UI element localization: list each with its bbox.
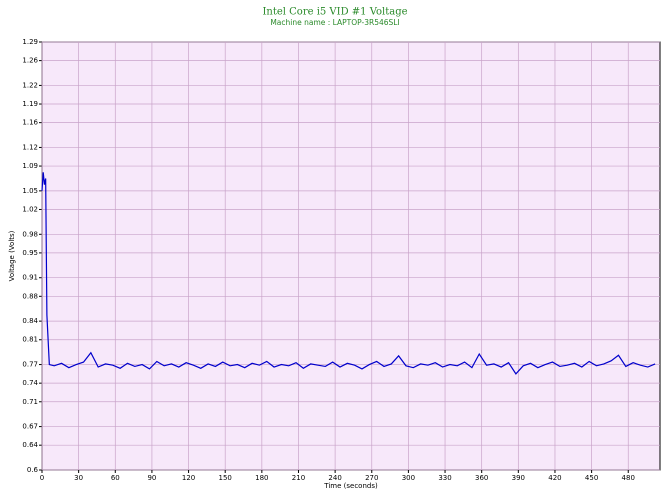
chart-title: Intel Core i5 VID #1 Voltage [262,7,407,18]
y-tick-label: 0.98 [22,230,38,238]
y-tick-label: 0.71 [22,398,38,406]
x-tick-label: 0 [40,474,44,482]
y-tick-label: 0.74 [22,379,38,387]
x-tick-label: 180 [255,474,268,482]
y-tick-label: 0.88 [22,292,38,300]
y-tick-label: 1.22 [22,81,38,89]
x-axis-label: Time (seconds) [323,482,378,490]
y-tick-label: 1.19 [22,100,38,108]
y-tick-label: 1.12 [22,143,38,151]
y-tick-label: 0.84 [22,317,38,325]
y-tick-label: 0.77 [22,361,38,369]
y-tick-label: 0.6 [27,466,39,474]
y-tick-label: 1.05 [22,187,38,195]
x-tick-label: 450 [585,474,598,482]
y-axis-label: Voltage (Volts) [8,230,16,281]
x-tick-label: 240 [328,474,341,482]
data-line [41,172,656,375]
x-tick-label: 300 [402,474,415,482]
x-tick-label: 360 [475,474,488,482]
x-tick-label: 30 [74,474,83,482]
x-tick-label: 90 [147,474,156,482]
x-tick-label: 150 [219,474,232,482]
x-tick-label: 390 [512,474,525,482]
x-tick-label: 270 [365,474,378,482]
y-tick-label: 0.67 [22,423,38,431]
plot-area [41,41,661,471]
y-tick-label: 1.16 [22,119,38,127]
y-tick-label: 1.09 [22,162,38,170]
y-tick-label: 0.95 [22,249,38,257]
y-tick-label: 0.91 [22,274,38,282]
y-tick-label: 1.29 [22,38,38,46]
y-tick-label: 1.26 [22,57,38,65]
chart-subtitle: Machine name : LAPTOP-3R546SLI [270,18,399,27]
x-tick-label: 420 [548,474,561,482]
x-tick-label: 210 [292,474,305,482]
y-tick-label: 1.02 [22,205,38,213]
y-tick-label: 0.64 [22,441,38,449]
x-tick-label: 480 [622,474,635,482]
y-tick-label: 0.81 [22,336,38,344]
x-tick-label: 330 [438,474,451,482]
x-tick-label: 60 [111,474,120,482]
x-tick-label: 120 [182,474,195,482]
